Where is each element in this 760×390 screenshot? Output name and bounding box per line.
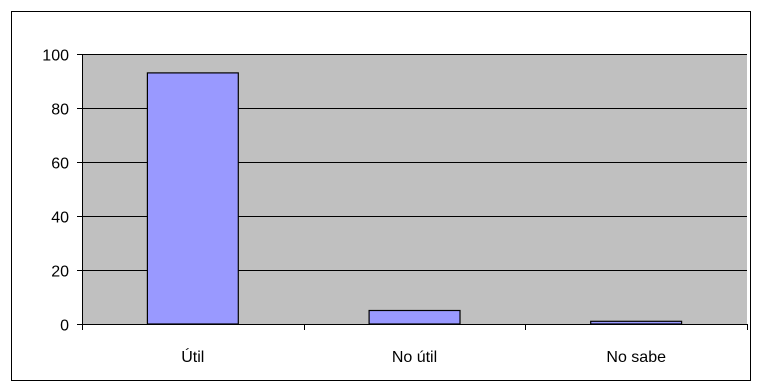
bar-3 [590,320,683,325]
y-tick-label: 80 [51,102,69,119]
y-tick-label: 20 [51,264,69,281]
bars [146,72,683,325]
y-tick-label: 60 [51,156,69,173]
bar-2 [368,309,461,325]
x-tick-labels: Útil No útil No sabe [181,347,666,366]
x-tick-label: No útil [392,349,437,366]
y-tick-labels: 0 20 40 60 80 100 [42,48,69,335]
x-tick-label: No sabe [606,349,666,366]
y-tick-label: 100 [42,48,69,65]
axes [77,54,748,330]
y-tick-label: 40 [51,210,69,227]
bar-1 [146,72,239,325]
y-tick-label: 0 [60,318,69,335]
x-tick-label: Útil [181,347,204,366]
